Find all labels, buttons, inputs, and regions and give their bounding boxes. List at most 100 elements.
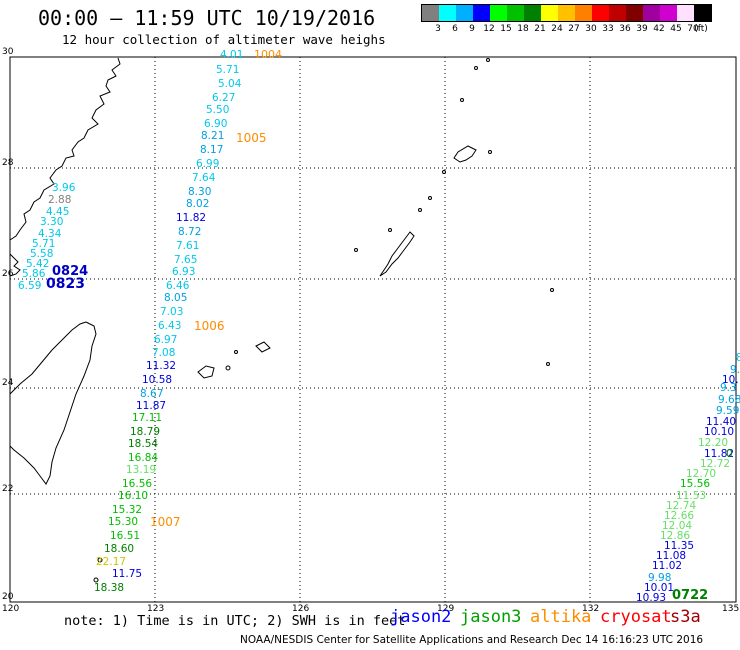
legend-swatch [609,5,626,21]
wave-height-label: 11.35 [664,540,695,552]
pass-time-label: 0823 [46,276,85,292]
small-islands [93,58,554,583]
wave-height-label: 0 [726,448,733,460]
legend-swatch [507,5,524,21]
legend-swatch [660,5,677,21]
legend-swatch [422,5,439,21]
y-tick-label: 24 [2,378,14,388]
wave-height-label: 11.08 [656,550,687,562]
china-coastline [9,57,121,241]
x-tick-label: 135 [722,604,740,614]
wave-height-label: 8.17 [200,144,224,156]
wave-height-label: 5.71 [216,64,240,76]
pass-time-label: 1004 [254,48,282,61]
y-tick-label: 26 [2,269,14,279]
wave-height-label: 11.32 [146,360,177,372]
wave-height-label: 5.71 [32,238,56,250]
wave-height-label: 6.93 [172,266,196,278]
wave-height-label: 18.54 [128,438,159,450]
wave-height-label: 7.08 [152,347,176,359]
legend-tick: 12 [483,24,495,34]
legend-swatch [575,5,592,21]
fujian-coastline [9,253,21,277]
wave-height-label: 15.30 [108,516,139,528]
color-legend: 3 6 9 12 15 18 21 24 27 30 33 36 39 42 45 70 (ft) [421,4,712,36]
wave-height-label: 18.60 [104,543,135,555]
legend-tick: 9 [469,24,475,34]
pass-time-label: 0722 [672,588,709,603]
yaeyama-island [197,365,215,379]
wave-height-label: 7.03 [160,306,184,318]
legend-swatch [541,5,558,21]
legend-color-bar [421,4,712,22]
wave-height-label: 11.40 [706,416,737,428]
legend-tick: 33 [602,24,614,34]
legend-tick: 3 [435,24,441,34]
wave-height-label: 15.32 [112,504,143,516]
lat-lon-grid [10,57,736,602]
wave-height-label: 10.01 [644,582,675,594]
wave-height-label: 5.50 [206,104,230,116]
x-tick-label: 120 [2,604,20,614]
wave-height-label: 8.30 [188,186,212,198]
satellite-cryosat: cryosat [600,607,672,627]
legend-swatch [473,5,490,21]
wave-height-label: 9.59 [716,405,740,417]
map-frame [9,56,737,603]
wave-height-label: 5.86 [22,268,46,280]
legend-tick: 27 [568,24,580,34]
legend-tick: 39 [636,24,648,34]
wave-height-label: 13.19 [126,464,157,476]
wave-height-label: 16.10 [118,490,149,502]
wave-height-label: 8.72 [178,226,202,238]
satellite-s3a: s3a [670,607,701,627]
satellite-altika: altika [530,607,592,627]
y-tick-label: 30 [2,47,14,57]
wave-height-label: 11.75 [112,568,143,580]
legend-swatch [558,5,575,21]
legend-swatch [592,5,609,21]
wave-height-label: 18.79 [130,426,161,438]
pass-time-label: 1005 [236,131,267,145]
x-tick-label: 132 [582,604,600,614]
wave-height-label: 5.42 [26,258,50,270]
miyako-island [255,341,271,353]
y-tick-label: 22 [2,484,14,494]
wave-height-label: 12.86 [660,530,691,542]
wave-height-label: 12.74 [666,500,697,512]
wave-height-label: 6.46 [166,280,190,292]
wave-height-label: 12.04 [662,520,693,532]
taiwan-island [9,321,97,485]
x-tick-label: 129 [437,604,455,614]
wave-height-label: 11.82 [176,212,207,224]
okinawa-island [379,231,415,277]
legend-swatch [524,5,541,21]
legend-swatch [490,5,507,21]
legend-tick: 21 [534,24,546,34]
wave-height-label: 12.66 [664,510,695,522]
wave-height-label: 9.68 [718,394,740,406]
wave-height-label: 7.64 [192,172,216,184]
wave-height-label: 8.21 [201,130,225,142]
wave-height-label: 8 [736,352,740,364]
wave-height-label: 4.34 [38,228,62,240]
legend-tick: 45 [670,24,682,34]
legend-tick: 36 [619,24,631,34]
wave-height-label: 11.53 [676,490,707,502]
legend-tick: 24 [551,24,563,34]
legend-tick: 70 [687,24,699,34]
legend-swatch [626,5,643,21]
wave-height-label: 3.30 [40,216,64,228]
wave-height-label: 8.02 [186,198,210,210]
wave-height-label: 12.70 [686,468,717,480]
wave-height-label: 11.87 [136,400,167,412]
x-tick-label: 126 [292,604,310,614]
wave-height-label: 11.02 [652,560,683,572]
legend-tick: 42 [653,24,665,34]
y-tick-label: 28 [2,158,14,168]
pass-time-label: 1006 [194,319,225,333]
legend-tick: 6 [452,24,458,34]
y-tick-label: 20 [2,592,14,602]
